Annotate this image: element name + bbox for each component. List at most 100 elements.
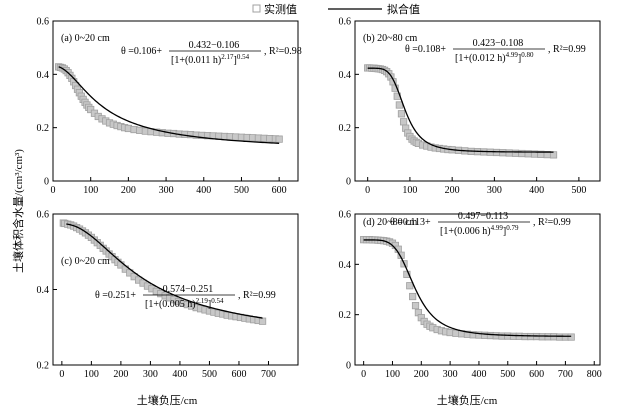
equation-denominator: [1+(0.006 h)4.99]0.79 bbox=[440, 224, 519, 237]
panel-a: 0 100 200 300 400 500 600 0 0.2 0.4 0.6 (a) 0~20 cm… bbox=[37, 17, 302, 197]
x-tick-label: 400 bbox=[172, 369, 187, 380]
y-tick-label: 0 bbox=[44, 177, 49, 188]
equation-numerator: 0.574−0.251 bbox=[163, 284, 214, 295]
x-tick-label: 200 bbox=[414, 369, 429, 380]
alpha-exponent: 2.19 bbox=[196, 297, 209, 305]
equation-lead: θ =0.113+ bbox=[390, 217, 431, 228]
x-tick-label: 0 bbox=[51, 185, 56, 196]
panel-label: (d) 20~80 cm bbox=[363, 217, 418, 228]
equation-numerator: 0.423−0.108 bbox=[473, 38, 524, 49]
y-tick-label: 0.6 bbox=[339, 17, 352, 28]
r-squared: , R²=0.99 bbox=[238, 290, 276, 301]
closing-bracket: ] bbox=[518, 53, 521, 64]
closing-bracket: ] bbox=[208, 299, 211, 310]
x-tick-label: 200 bbox=[121, 185, 136, 196]
x-tick-label: 100 bbox=[83, 185, 98, 196]
x-tick-label: 500 bbox=[500, 369, 515, 380]
x-tick-label: 0 bbox=[365, 185, 370, 196]
outer-exponent: 0.80 bbox=[521, 51, 534, 59]
outer-exponent: 0.54 bbox=[211, 297, 224, 305]
outer-exponent: 0.79 bbox=[506, 224, 519, 232]
observed-point bbox=[399, 118, 408, 126]
x-tick-label: 100 bbox=[385, 369, 400, 380]
y-tick-label: 0.4 bbox=[37, 285, 50, 296]
fitted-curve bbox=[367, 67, 554, 153]
observed-point bbox=[549, 151, 558, 159]
plot-frame bbox=[354, 20, 601, 182]
x-tick-label: 300 bbox=[487, 185, 502, 196]
alpha-exponent: 4.99 bbox=[506, 51, 519, 59]
fitted-curve bbox=[58, 66, 280, 144]
y-tick-label: 0 bbox=[346, 177, 351, 188]
x-tick-label: 400 bbox=[196, 185, 211, 196]
observed-point bbox=[505, 149, 513, 157]
observed-point bbox=[406, 282, 414, 290]
observed-point bbox=[258, 317, 267, 325]
y-tick-label: 0.2 bbox=[339, 123, 352, 134]
plot-frame bbox=[354, 213, 601, 366]
x-tick-label: 400 bbox=[471, 369, 486, 380]
x-tick-label: 800 bbox=[587, 369, 602, 380]
fitted-curve bbox=[66, 223, 263, 319]
alpha-exponent: 4.99 bbox=[491, 224, 504, 232]
outer-exponent: 0.54 bbox=[237, 53, 250, 61]
x-tick-label: 0 bbox=[361, 369, 366, 380]
x-tick-label: 600 bbox=[231, 369, 246, 380]
x-tick-label: 0 bbox=[59, 369, 64, 380]
panel-c: 0 100 200 300 400 500 600 700 0.2 0.4 0.6 (c) 0~20 … bbox=[37, 210, 299, 380]
legend-observed-label: 实测值 bbox=[264, 2, 297, 16]
y-tick-label: 0.6 bbox=[37, 210, 50, 221]
y-tick-label: 0.2 bbox=[37, 123, 50, 134]
observed-point bbox=[518, 149, 526, 158]
observed-point bbox=[492, 148, 501, 157]
observed-point bbox=[499, 149, 507, 157]
panel-b: 0 100 200 300 400 500 0 0.2 0.4 0.6 (b) 20~80 cmθ … bbox=[339, 17, 601, 196]
equation-lead: θ =0.108+ bbox=[405, 44, 446, 55]
panel-label: (c) 0~20 cm bbox=[61, 256, 110, 267]
x-tick-label: 600 bbox=[529, 369, 544, 380]
observed-point bbox=[395, 101, 403, 109]
observed-point bbox=[275, 135, 283, 143]
equation-lead: θ =0.251+ bbox=[95, 290, 136, 301]
observed-point bbox=[409, 292, 417, 301]
x-axis-label-right: 土壤负压/cm bbox=[437, 393, 498, 407]
legend-fitted-label: 拟合值 bbox=[387, 2, 420, 16]
x-tick-label: 300 bbox=[443, 369, 458, 380]
observed-point bbox=[87, 105, 95, 114]
r-squared: , R²=0.98 bbox=[264, 46, 302, 57]
x-tick-label: 100 bbox=[402, 185, 417, 196]
y-tick-label: 0.2 bbox=[339, 310, 352, 321]
x-tick-label: 100 bbox=[84, 369, 99, 380]
panel-d: 0 100 200 300 400 500 600 700 800 0 0.2 0.4 0.6 (d) 2… bbox=[339, 210, 602, 381]
x-tick-label: 300 bbox=[143, 369, 158, 380]
observed-point bbox=[397, 110, 406, 118]
alpha-exponent: 2.17 bbox=[221, 53, 234, 61]
observed-point bbox=[511, 149, 520, 157]
equation-numerator: 0.497−0.113 bbox=[458, 211, 508, 222]
x-tick-label: 500 bbox=[571, 185, 586, 196]
y-tick-label: 0 bbox=[346, 361, 351, 372]
y-tick-label: 0.2 bbox=[37, 361, 50, 372]
panel-label: (a) 0~20 cm bbox=[61, 33, 110, 44]
closing-bracket: ] bbox=[234, 55, 237, 66]
x-tick-label: 400 bbox=[529, 185, 544, 196]
y-axis-label: 土壤体积含水量/(cm³/cm³) bbox=[11, 149, 25, 273]
legend-observed-marker bbox=[252, 4, 261, 13]
x-axis-label-left: 土壤负压/cm bbox=[137, 393, 198, 407]
y-tick-label: 0.4 bbox=[37, 70, 50, 81]
plot-frame bbox=[52, 20, 299, 182]
equation-denominator: [1+(0.012 h)4.99]0.80 bbox=[455, 51, 534, 64]
equation-lead: θ =0.106+ bbox=[121, 46, 162, 57]
observed-point bbox=[411, 302, 420, 310]
x-tick-label: 700 bbox=[558, 369, 573, 380]
fitted-curve bbox=[363, 239, 572, 337]
closing-bracket: ] bbox=[503, 226, 506, 237]
y-tick-label: 0.4 bbox=[339, 260, 352, 271]
y-tick-label: 0.6 bbox=[37, 17, 50, 28]
x-tick-label: 500 bbox=[234, 185, 249, 196]
equation-numerator: 0.432−0.106 bbox=[189, 40, 240, 51]
r-squared: , R²=0.99 bbox=[533, 217, 571, 228]
panel-label: (b) 20~80 cm bbox=[363, 33, 418, 44]
x-tick-label: 600 bbox=[272, 185, 287, 196]
